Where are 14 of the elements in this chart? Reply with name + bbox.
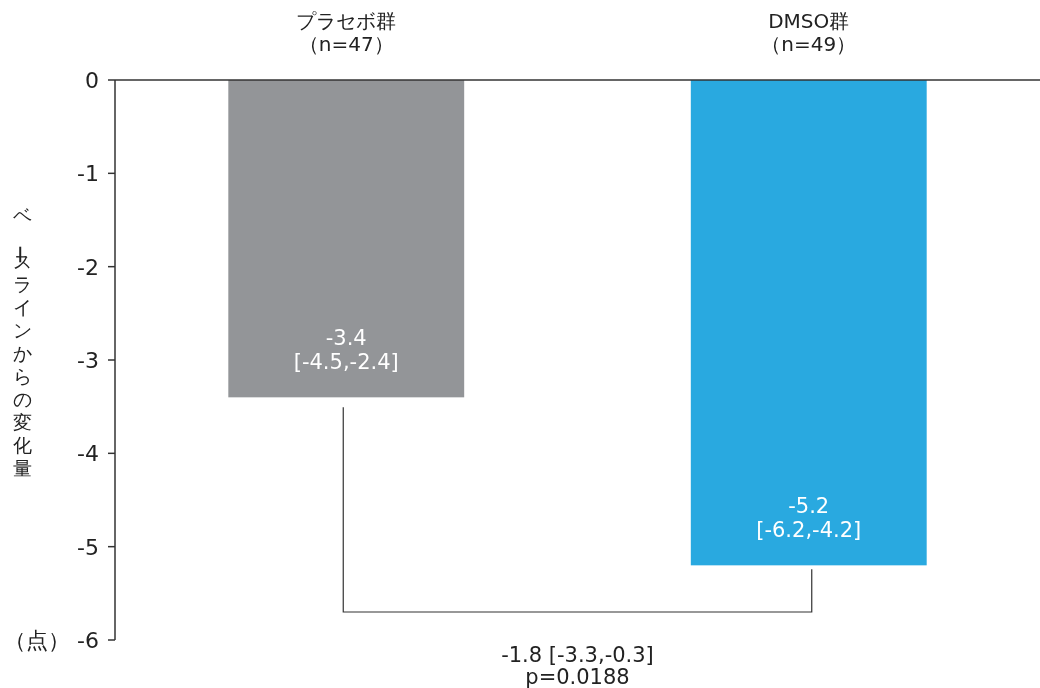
y-tick-label: -2	[77, 254, 99, 280]
y-tick-label: -4	[77, 441, 99, 467]
data-label: -3.4 [-4.5,-2.4]	[293, 326, 399, 375]
y-tick-label: -1	[77, 161, 99, 187]
y-tick-label: -5	[77, 534, 99, 560]
y-tick-label: （点） -6	[4, 628, 99, 653]
x-tick-label: DMSO群（n=49）	[761, 9, 857, 56]
text: -1.8 [-3.3,-0.3]	[501, 643, 654, 667]
data-label: -5.2 [-6.2,-4.2]	[756, 494, 862, 543]
y-tick-label: 0	[85, 68, 99, 93]
text: p=0.0188	[525, 665, 630, 688]
text: ベースラインからの変化量	[8, 204, 32, 479]
y-tick-label: -3	[77, 348, 99, 373]
x-tick-label: プラセボ群（n=47）	[296, 9, 397, 56]
